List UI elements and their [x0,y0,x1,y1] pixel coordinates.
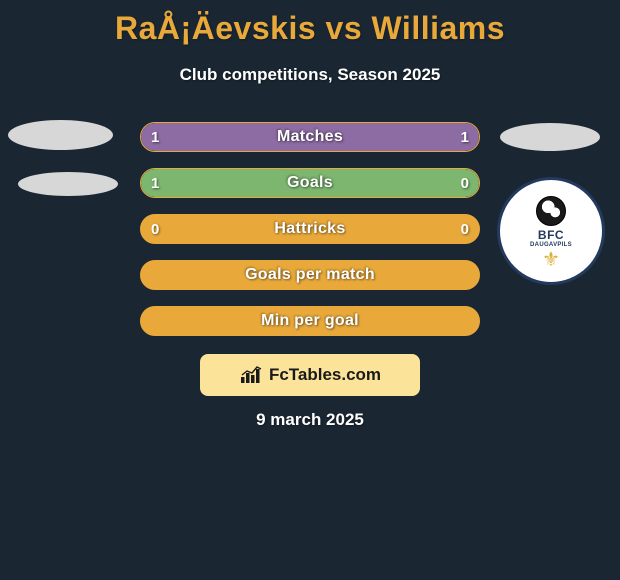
stat-value-left: 1 [151,123,159,151]
stat-row: Min per goal [140,306,480,336]
stat-value-left: 0 [151,215,159,243]
placeholder-ellipse [18,172,118,196]
stat-label: Goals per match [141,261,479,289]
page-subtitle: Club competitions, Season 2025 [0,65,620,85]
date-label: 9 march 2025 [0,410,620,430]
page-title: RaÅ¡Äevskis vs Williams [0,0,620,47]
stat-row: Goals1 0 [140,168,480,198]
comparison-bars: Matches11Goals10Hattricks00Goals per mat… [140,122,480,352]
brand-text: FcTables.com [269,365,381,385]
stat-label: Hattricks [141,215,479,243]
stat-value-right: 0 [461,215,469,243]
stat-value-right: 1 [461,123,469,151]
badge-main-text: BFC [538,228,564,242]
left-player-placeholder [8,120,118,196]
placeholder-ellipse [500,123,600,151]
stat-value-right: 0 [461,169,469,197]
placeholder-ellipse [8,120,113,150]
club-badge: BFC DAUGAVPILS [497,177,605,285]
stat-label: Goals [141,169,479,197]
fleur-de-lis-icon [539,250,563,272]
badge-sub-text: DAUGAVPILS [530,242,572,248]
stat-row: Hattricks0 0 [140,214,480,244]
stat-label: Matches [141,123,479,151]
stat-row: Matches1 1 [140,122,480,152]
stat-value-left: 1 [151,169,159,197]
soccer-ball-icon [536,196,566,226]
badge-circle: BFC DAUGAVPILS [497,177,605,285]
stat-label: Min per goal [141,307,479,335]
stat-row: Goals per match [140,260,480,290]
bars-chart-icon [239,365,265,385]
brand-badge: FcTables.com [200,354,420,396]
